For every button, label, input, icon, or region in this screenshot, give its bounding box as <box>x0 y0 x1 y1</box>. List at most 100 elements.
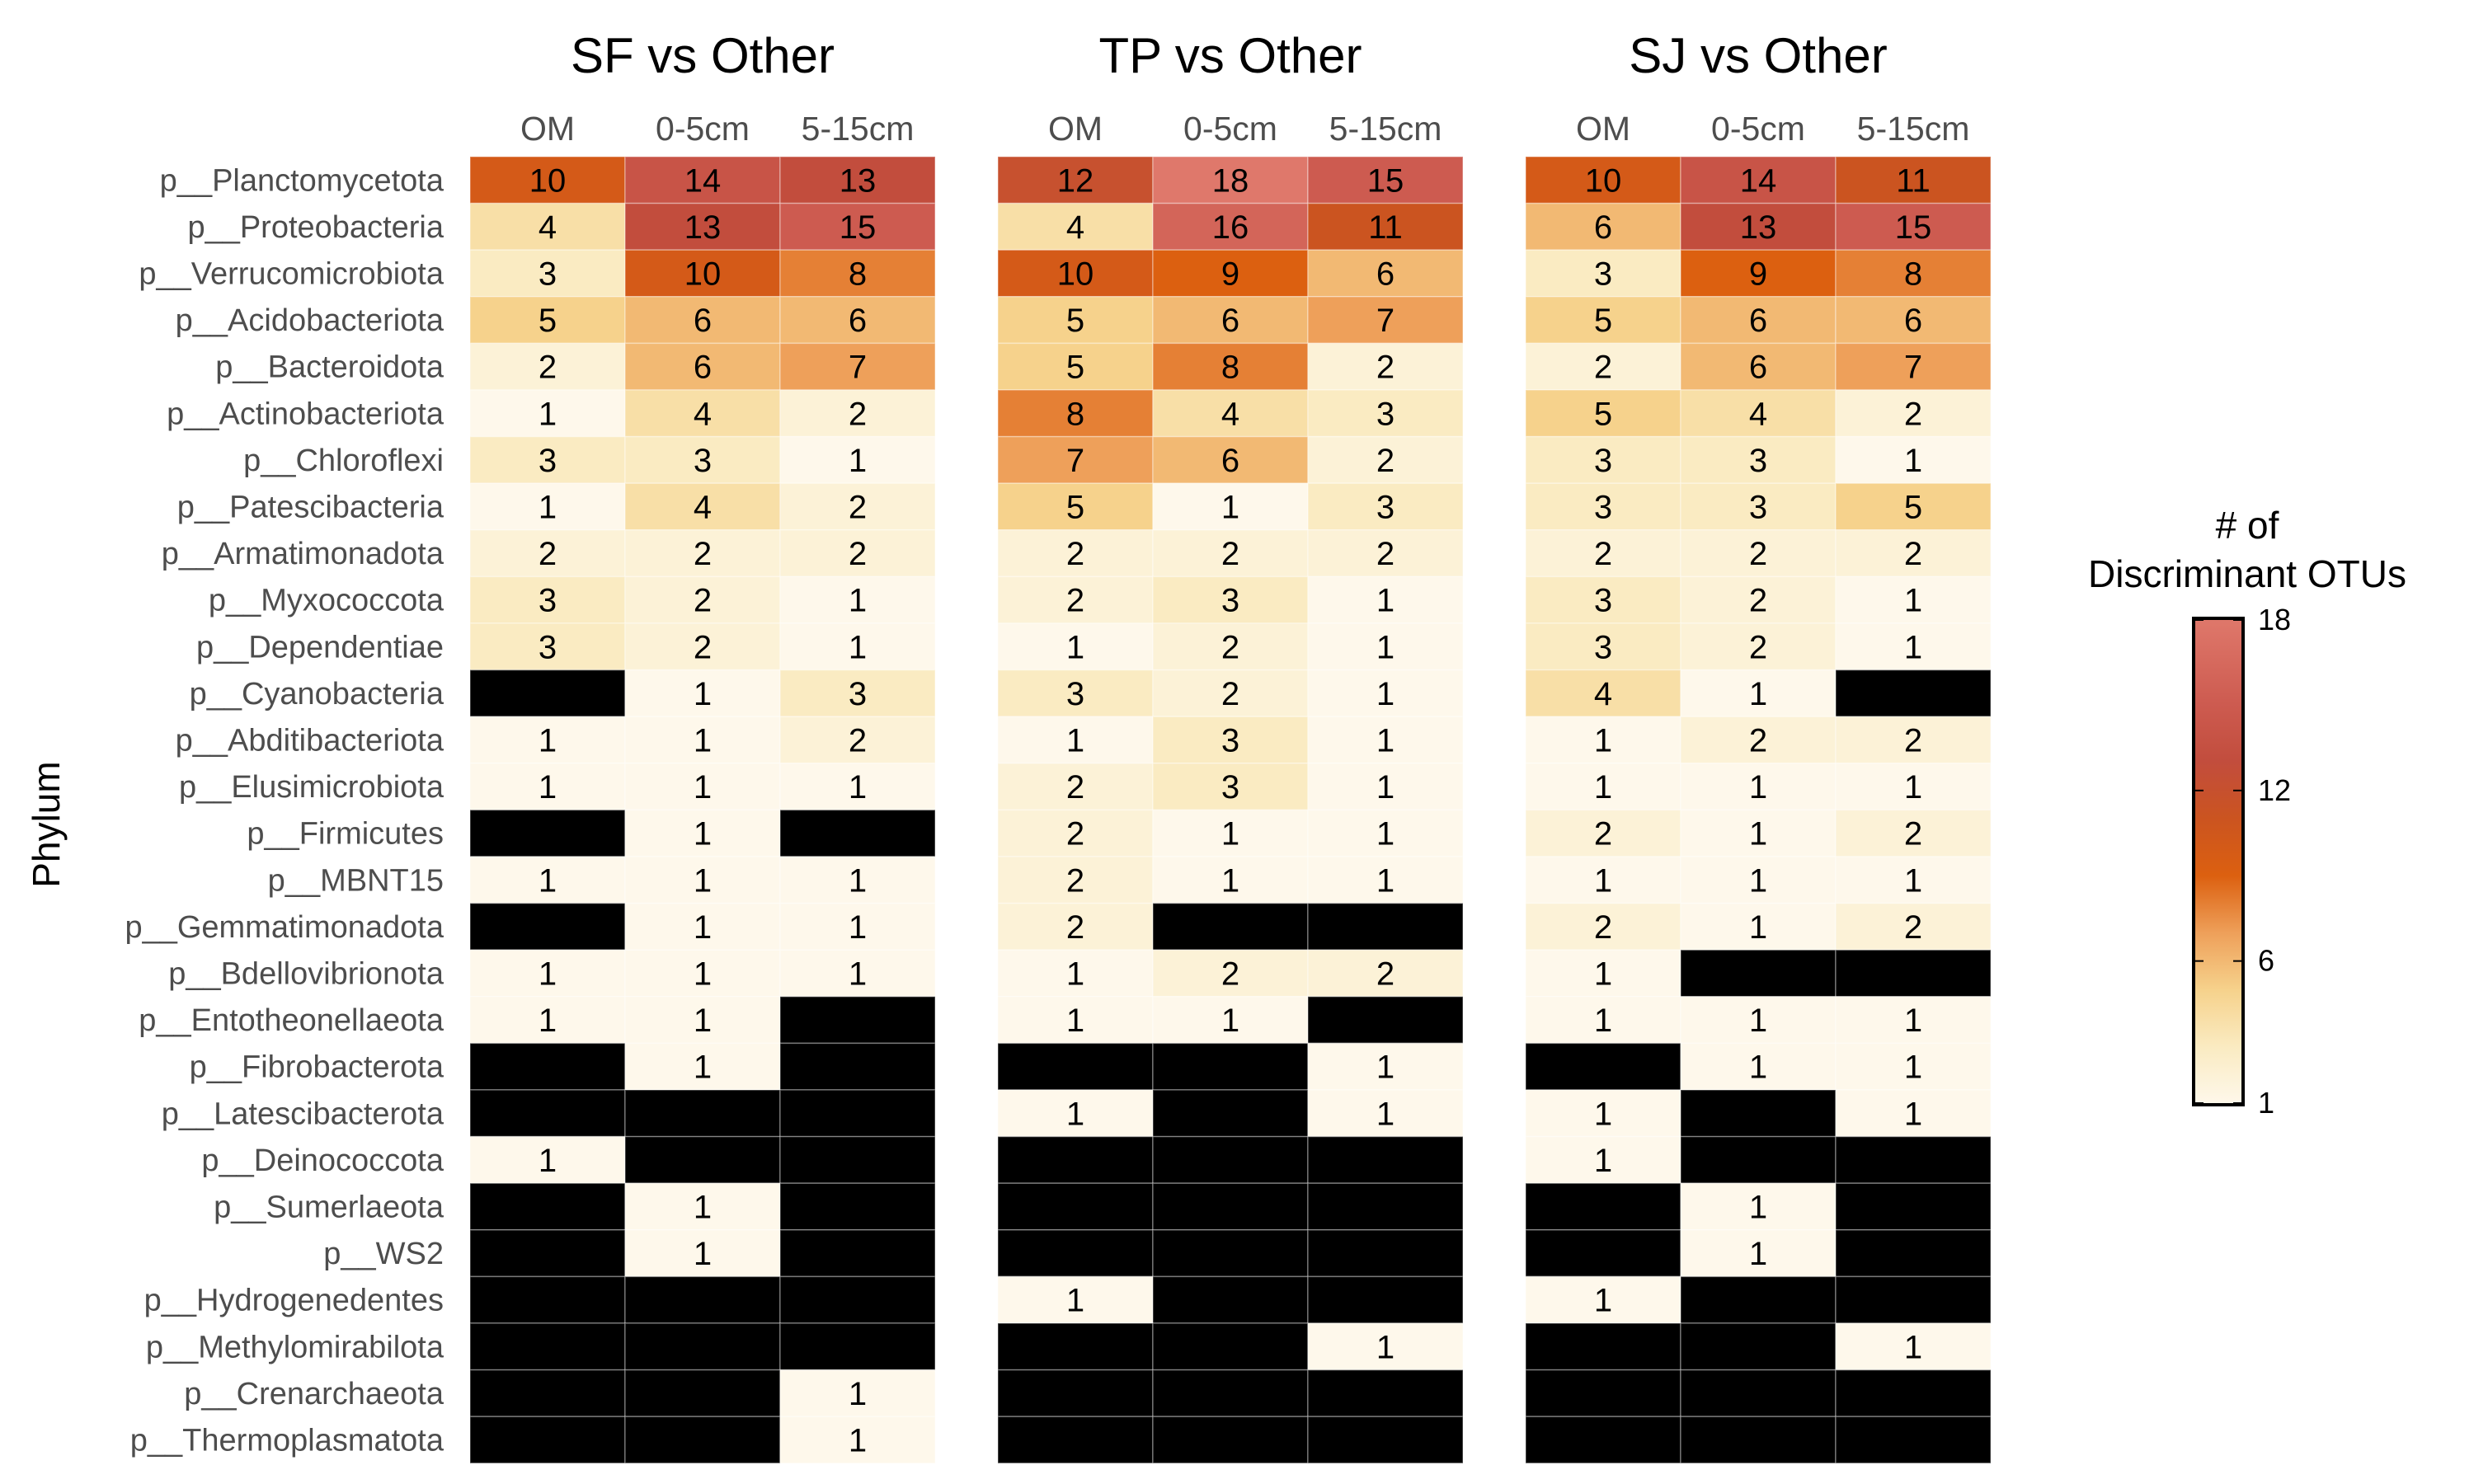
heatmap-cell <box>1835 763 1992 811</box>
cell-value: 3 <box>694 443 712 479</box>
heatmap-cell <box>469 996 626 1045</box>
cell-value: 1 <box>694 1190 712 1226</box>
cell-value: 1 <box>1904 1050 1922 1086</box>
heatmap-cell <box>1152 482 1309 531</box>
cell-value: 1 <box>1066 629 1084 665</box>
cell-value: 2 <box>849 490 867 526</box>
heatmap-cell-empty <box>1307 996 1464 1045</box>
heatmap-cell <box>779 856 936 904</box>
heatmap-cell-empty <box>779 809 936 857</box>
cell-value: 2 <box>1594 536 1612 572</box>
heatmap-cell <box>997 389 1154 438</box>
row-label-psumerlaeota: p__Sumerlaeota <box>214 1190 444 1225</box>
heatmap-cell-empty <box>779 1322 936 1371</box>
heatmap-cell <box>624 1229 781 1278</box>
cell-value: 1 <box>1749 1236 1767 1272</box>
cell-value: 8 <box>1904 256 1922 293</box>
heatmap-cell <box>1835 482 1992 531</box>
heatmap-cell-empty <box>1835 1229 1992 1278</box>
cell-value: 2 <box>1904 536 1922 572</box>
heatmap-cell-empty <box>1680 1089 1837 1138</box>
heatmap-cell <box>1152 763 1309 811</box>
cell-value: 1 <box>539 723 557 759</box>
heatmap-cell-empty <box>469 1322 626 1371</box>
y-axis-label: Phylum <box>25 761 68 887</box>
legend-ticks: 1 6 12 18 <box>2194 603 2291 1120</box>
row-label-phydrogenedentes: p__Hydrogenedentes <box>144 1284 444 1318</box>
heatmap-cell <box>469 435 626 484</box>
heatmap-cell <box>1152 716 1309 764</box>
heatmap-cell <box>1525 622 1681 671</box>
heatmap-cell <box>1307 949 1464 998</box>
legend-tick-label: 12 <box>2258 773 2291 807</box>
heatmap-cell <box>624 389 781 438</box>
cell-value: 4 <box>1221 396 1239 432</box>
heatmap-cell <box>624 809 781 857</box>
heatmap-cell <box>1152 856 1309 904</box>
heatmap-cell <box>1152 389 1309 438</box>
heatmap-cell <box>779 435 936 484</box>
heatmap-cell <box>1152 342 1309 391</box>
cell-value: 1 <box>1749 909 1767 946</box>
cell-value: 2 <box>1904 816 1922 852</box>
cell-value: 3 <box>539 583 557 619</box>
heatmap-cell-empty <box>779 1135 936 1184</box>
panel-title: SF vs Other <box>571 28 835 83</box>
cell-value: 2 <box>694 583 712 619</box>
heatmap-cell <box>779 482 936 531</box>
cell-value: 1 <box>1904 769 1922 805</box>
heatmap-cell-empty <box>779 1089 936 1138</box>
heatmap-cell <box>779 575 936 624</box>
heatmap-cell <box>779 529 936 578</box>
heatmap-cell <box>1307 435 1464 484</box>
heatmap-cell <box>1152 996 1309 1045</box>
heatmap-cell <box>1307 296 1464 345</box>
heatmap-cell-empty <box>1525 1369 1681 1417</box>
heatmap-cell <box>1525 249 1681 298</box>
heatmap-cell-empty <box>1525 1042 1681 1091</box>
heatmap-cell <box>1680 856 1837 904</box>
heatmap-cell-empty <box>997 1416 1154 1464</box>
cell-value: 5 <box>539 303 557 339</box>
cell-value: 14 <box>684 162 722 199</box>
heatmap-cell <box>1680 763 1837 811</box>
heatmap-cell <box>779 669 936 717</box>
heatmap-cell-empty <box>779 1182 936 1231</box>
cell-value: 13 <box>1740 209 1777 246</box>
heatmap-cell <box>469 1135 626 1184</box>
cell-value: 5 <box>1904 490 1922 526</box>
cell-value: 1 <box>1749 862 1767 899</box>
heatmap-cell <box>624 249 781 298</box>
heatmap-cell <box>469 482 626 531</box>
heatmap-cell <box>997 716 1154 764</box>
color-legend: # of Discriminant OTUs 1 6 12 18 <box>2088 504 2406 1120</box>
cell-value: 7 <box>1376 303 1395 339</box>
cell-value: 2 <box>1066 862 1084 899</box>
cell-value: 1 <box>1376 816 1395 852</box>
heatmap-cell-empty <box>1307 1182 1464 1231</box>
heatmap-cell-empty <box>1835 1135 1992 1184</box>
heatmap-cell <box>1525 156 1681 204</box>
heatmap-cell <box>779 156 936 204</box>
heatmap-cell-empty <box>469 1369 626 1417</box>
cell-value: 1 <box>849 1423 867 1459</box>
cell-value: 2 <box>1594 909 1612 946</box>
heatmap-cell <box>997 622 1154 671</box>
cell-value: 8 <box>1066 396 1084 432</box>
heatmap-cell <box>1525 1135 1681 1184</box>
cell-value: 3 <box>539 629 557 665</box>
heatmap-cell-empty <box>469 1182 626 1231</box>
cell-value: 1 <box>539 956 557 993</box>
heatmap-cell <box>624 156 781 204</box>
heatmap-cell <box>779 763 936 811</box>
heatmap-cell-empty <box>624 1135 781 1184</box>
cell-value: 1 <box>1376 1096 1395 1132</box>
heatmap-cell-empty <box>1307 1229 1464 1278</box>
cell-value: 2 <box>1594 350 1612 386</box>
column-label: OM <box>520 110 575 148</box>
heatmap-cell <box>469 156 626 204</box>
legend-title-line-2: Discriminant OTUs <box>2088 552 2406 595</box>
cell-value: 1 <box>1904 862 1922 899</box>
heatmap-cell <box>469 763 626 811</box>
